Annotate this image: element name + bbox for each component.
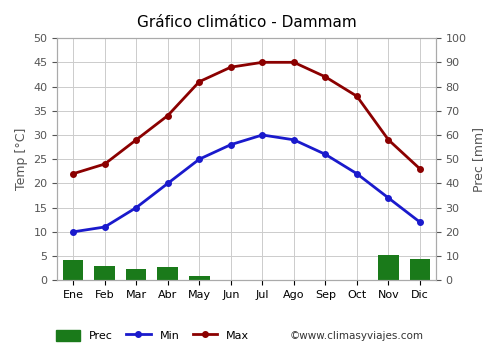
Bar [126, 270, 146, 280]
Y-axis label: Prec [mm]: Prec [mm] [472, 127, 485, 192]
Bar [158, 267, 178, 280]
Title: Gráfico climático - Dammam: Gráfico climático - Dammam [136, 15, 356, 30]
Bar [410, 259, 430, 280]
Legend: Prec, Min, Max: Prec, Min, Max [56, 329, 249, 341]
Bar [189, 276, 210, 280]
Bar [94, 266, 115, 280]
Y-axis label: Temp [°C]: Temp [°C] [15, 128, 28, 190]
Bar [63, 260, 84, 280]
Bar [378, 255, 398, 280]
Text: ©www.climasyviajes.com: ©www.climasyviajes.com [290, 331, 424, 341]
